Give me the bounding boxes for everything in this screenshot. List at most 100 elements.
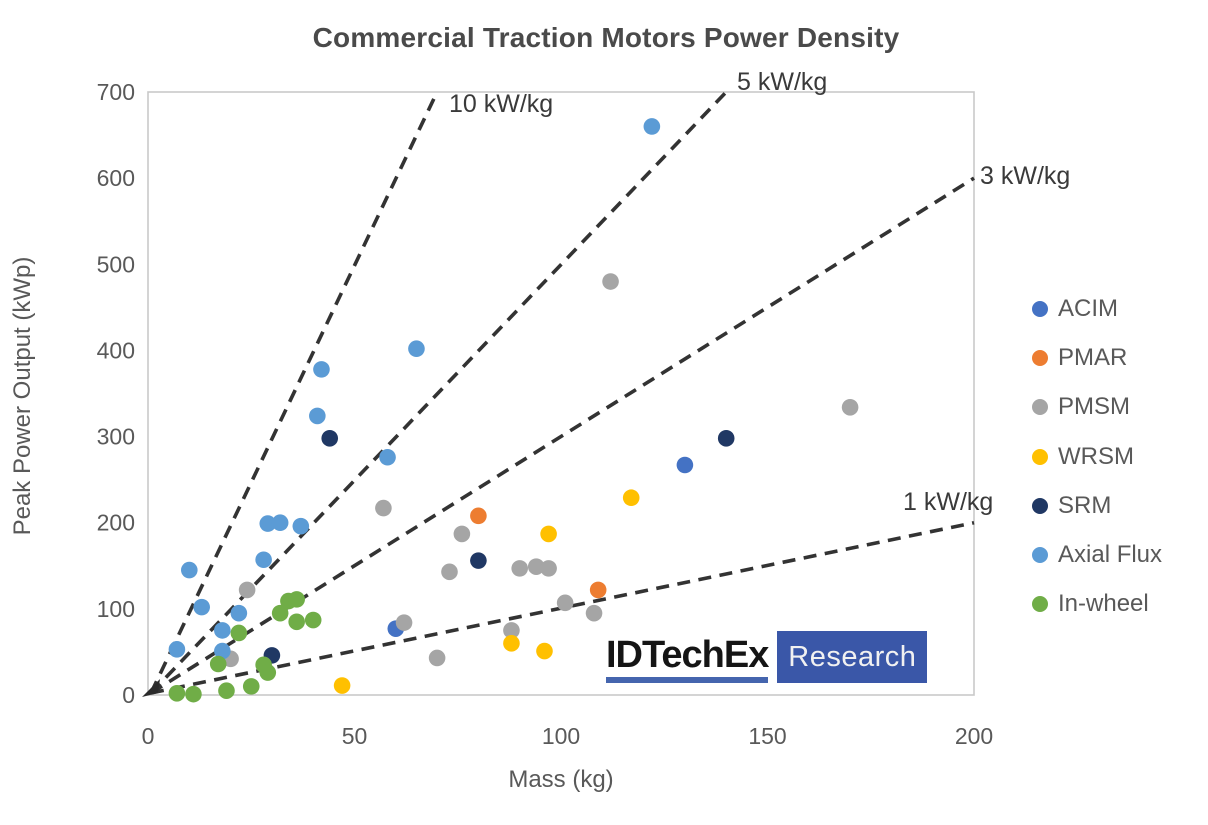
legend-label: SRM: [1058, 491, 1112, 519]
point-acim: [676, 456, 694, 474]
legend-label: In-wheel: [1058, 590, 1149, 618]
idtechex-logo: IDTechEx Research: [606, 631, 928, 683]
point-axial-flux: [259, 515, 277, 532]
origin-arrowhead: [142, 679, 160, 697]
point-wrsm: [333, 677, 351, 694]
x-tick-label: 0: [142, 723, 155, 749]
logo-research-box: Research: [777, 631, 928, 683]
point-wrsm: [503, 635, 520, 652]
point-in-wheel: [242, 678, 260, 695]
legend-dot: [1032, 399, 1048, 416]
point-pmar: [589, 581, 607, 599]
y-tick-label: 400: [97, 337, 135, 363]
point-pmsm: [556, 594, 574, 612]
point-srm: [717, 429, 735, 447]
point-pmsm: [395, 614, 413, 631]
point-in-wheel: [230, 624, 248, 642]
reference-line-label: 10 kW/kg: [449, 90, 553, 118]
point-wrsm: [536, 642, 553, 660]
legend-item-pmar: PMAR: [1032, 333, 1162, 382]
logo-research-text: Research: [788, 640, 917, 673]
point-axial-flux: [230, 604, 248, 622]
reference-line-10kwkg: [149, 91, 439, 694]
legend-label: PMSM: [1058, 393, 1130, 421]
legend-item-acim: ACIM: [1032, 284, 1162, 333]
point-axial-flux: [643, 118, 661, 135]
y-tick-label: 600: [97, 165, 135, 191]
legend-item-in-wheel: In-wheel: [1032, 580, 1162, 629]
point-axial-flux: [408, 340, 425, 358]
point-wrsm: [622, 489, 640, 507]
logo-underline: [606, 677, 769, 683]
point-pmsm: [428, 649, 446, 667]
point-pmsm: [527, 558, 545, 575]
point-pmsm: [453, 525, 471, 543]
point-axial-flux: [181, 561, 198, 579]
logo-brand-block: IDTechEx: [606, 634, 769, 683]
point-in-wheel: [185, 685, 202, 703]
point-axial-flux: [309, 407, 326, 425]
point-pmsm: [602, 273, 619, 290]
legend-dot: [1032, 349, 1048, 366]
legend-item-pmsm: PMSM: [1032, 383, 1162, 432]
point-axial-flux: [292, 517, 310, 535]
y-tick-label: 700: [97, 79, 135, 105]
legend-label: PMAR: [1058, 343, 1128, 371]
point-wrsm: [540, 525, 557, 543]
y-tick-label: 100: [97, 596, 135, 622]
point-pmsm: [511, 560, 528, 577]
legend-label: WRSM: [1058, 442, 1134, 470]
point-pmsm: [238, 581, 256, 599]
point-in-wheel: [218, 682, 235, 699]
point-in-wheel: [259, 664, 277, 681]
point-srm: [321, 429, 339, 447]
point-axial-flux: [214, 642, 231, 660]
point-in-wheel: [271, 604, 289, 622]
point-axial-flux: [255, 551, 272, 569]
point-pmsm: [503, 622, 520, 639]
point-axial-flux: [214, 622, 231, 639]
point-axial-flux: [313, 361, 330, 378]
legend-label: Axial Flux: [1058, 541, 1163, 569]
point-in-wheel: [304, 611, 322, 629]
point-axial-flux: [193, 598, 210, 616]
legend: ACIM PMAR PMSM WRSM SRM Axial Flux In-wheel: [1032, 284, 1162, 629]
chart-title: Commercial Traction Motors Power Density: [0, 22, 1208, 54]
legend-dot: [1032, 596, 1048, 613]
y-tick-label: 300: [97, 424, 135, 450]
point-axial-flux: [168, 641, 186, 658]
point-pmar: [470, 507, 487, 525]
point-pmsm: [841, 398, 859, 416]
legend-dot: [1032, 497, 1048, 514]
point-in-wheel: [288, 591, 305, 608]
x-tick-label: 100: [542, 723, 580, 749]
point-pmsm: [585, 604, 603, 622]
reference-line-label: 1 kW/kg: [903, 488, 993, 516]
legend-dot: [1032, 547, 1048, 564]
point-in-wheel: [288, 613, 305, 631]
legend-dot: [1032, 448, 1048, 465]
legend-item-srm: SRM: [1032, 481, 1162, 530]
point-axial-flux: [379, 448, 396, 466]
point-pmsm: [540, 560, 557, 577]
x-tick-label: 200: [955, 723, 993, 749]
y-tick-label: 500: [97, 251, 135, 277]
y-tick-label: 200: [97, 510, 135, 536]
legend-dot: [1032, 300, 1048, 317]
point-pmsm: [375, 499, 392, 517]
plot-border: [147, 91, 975, 696]
y-tick-label: 0: [122, 682, 135, 708]
chart-title-text: Commercial Traction Motors Power Density: [312, 22, 900, 53]
reference-line-label: 3 kW/kg: [980, 162, 1070, 190]
x-tick-label: 150: [748, 723, 786, 749]
legend-label: ACIM: [1058, 294, 1118, 322]
reference-line-5kwkg: [149, 90, 728, 695]
logo-brand-text: IDTechEx: [606, 634, 769, 676]
point-srm: [470, 552, 487, 569]
x-tick-label: 50: [342, 723, 368, 749]
x-axis-title: Mass (kg): [508, 766, 614, 793]
point-axial-flux: [271, 514, 289, 532]
point-pmsm: [441, 563, 458, 581]
point-in-wheel: [168, 684, 186, 702]
